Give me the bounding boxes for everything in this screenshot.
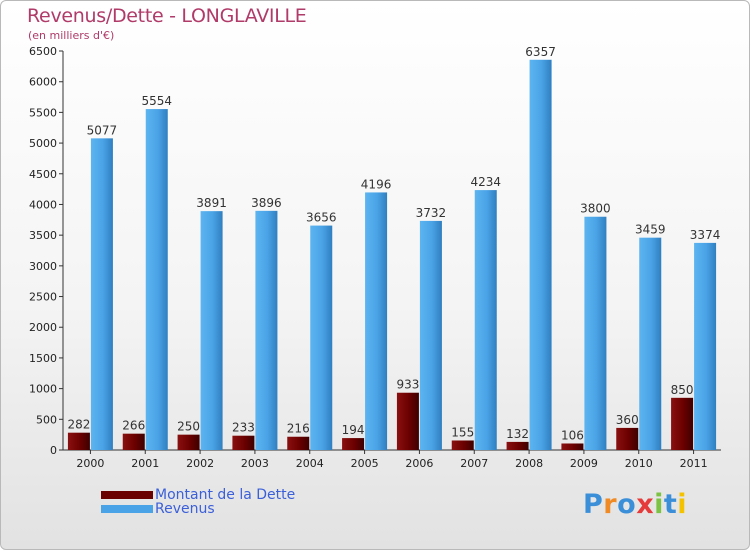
y-tick-label: 5500 (29, 106, 57, 119)
bar-revenus-2010 (639, 237, 662, 450)
y-tick-label: 4500 (29, 168, 57, 181)
bar-revenus-2000 (90, 138, 113, 450)
x-tick-label: 2000 (76, 457, 104, 470)
x-tick-label: 2004 (296, 457, 324, 470)
logo-letter: o (617, 489, 637, 520)
data-label-dette-2002: 250 (177, 420, 200, 434)
bar-dette-2001 (122, 433, 145, 450)
legend-item-revenus: Revenus (101, 501, 215, 517)
bar-dette-2003 (232, 435, 255, 450)
legend-swatch-revenus (101, 505, 153, 513)
data-label-revenus-2010: 3459 (635, 223, 666, 237)
bar-revenus-2002 (200, 211, 223, 450)
bar-revenus-2009 (584, 216, 607, 450)
data-label-dette-2004: 216 (287, 422, 310, 436)
bar-dette-2000 (67, 432, 90, 450)
bar-revenus-2003 (255, 210, 278, 450)
bar-dette-2009 (561, 443, 584, 450)
data-label-revenus-2001: 5554 (141, 94, 172, 108)
legend-label-debt: Montant de la Dette (155, 487, 296, 503)
logo-letter: P (583, 489, 604, 520)
y-tick-label: 6000 (29, 76, 57, 89)
y-tick-label: 1500 (29, 352, 57, 365)
data-label-dette-2011: 850 (671, 383, 694, 397)
x-tick-label: 2002 (186, 457, 214, 470)
x-tick-label: 2009 (570, 457, 598, 470)
x-tick-label: 2011 (680, 457, 708, 470)
data-label-revenus-2004: 3656 (306, 211, 337, 225)
y-tick-label: 2000 (29, 321, 57, 334)
logo-letter: i (677, 489, 688, 520)
data-label-revenus-2003: 3896 (251, 196, 282, 210)
data-label-revenus-2005: 4196 (361, 177, 392, 191)
y-tick-label: 1000 (29, 383, 57, 396)
logo-letter: i (654, 489, 664, 520)
logo-letter: t (663, 489, 678, 520)
y-tick-label: 6500 (29, 45, 57, 58)
y-tick-label: 3000 (29, 260, 57, 273)
data-label-revenus-2000: 5077 (87, 123, 118, 137)
proxiti-logo: Proxiti (583, 489, 687, 520)
legend-label-revenus: Revenus (155, 501, 215, 517)
legend-swatch-debt (101, 491, 153, 499)
chart-title: Revenus/Dette - LONGLAVILLE (27, 5, 307, 27)
data-label-dette-2005: 194 (342, 423, 365, 437)
data-label-revenus-2002: 3891 (196, 196, 227, 210)
bar-revenus-2007 (474, 190, 497, 450)
data-label-dette-2006: 933 (396, 378, 419, 392)
y-tick-label: 500 (36, 413, 57, 426)
data-label-revenus-2006: 3732 (416, 206, 447, 220)
data-label-dette-2009: 106 (561, 428, 584, 442)
x-tick-label: 2006 (405, 457, 433, 470)
x-tick-label: 2001 (131, 457, 159, 470)
x-tick-label: 2007 (460, 457, 488, 470)
x-tick-label: 2003 (241, 457, 269, 470)
logo-letter: r (603, 489, 618, 520)
data-label-dette-2000: 282 (67, 418, 90, 432)
data-label-revenus-2011: 3374 (690, 228, 721, 242)
bar-revenus-2001 (145, 109, 168, 450)
bar-dette-2010 (616, 427, 639, 450)
data-label-dette-2007: 155 (451, 425, 474, 439)
bar-revenus-2004 (310, 225, 333, 450)
data-label-revenus-2009: 3800 (580, 202, 611, 216)
y-tick-label: 4000 (29, 198, 57, 211)
data-label-revenus-2008: 6357 (525, 45, 556, 59)
y-tick-label: 3500 (29, 229, 57, 242)
legend-item-debt: Montant de la Dette (101, 487, 295, 503)
bar-dette-2011 (671, 397, 694, 450)
bar-revenus-2008 (529, 59, 552, 450)
bar-dette-2006 (396, 392, 419, 450)
bar-dette-2007 (451, 440, 474, 450)
data-label-dette-2008: 132 (506, 427, 529, 441)
logo-letter: x (636, 489, 655, 520)
bar-dette-2005 (342, 438, 365, 450)
y-tick-label: 0 (50, 444, 57, 457)
data-label-dette-2010: 360 (616, 413, 639, 427)
x-tick-label: 2005 (351, 457, 379, 470)
bar-dette-2008 (506, 441, 529, 450)
x-tick-label: 2010 (625, 457, 653, 470)
bar-revenus-2011 (694, 242, 717, 450)
data-label-dette-2003: 233 (232, 421, 255, 435)
y-tick-label: 5000 (29, 137, 57, 150)
bar-revenus-2005 (365, 192, 388, 450)
chart-subtitle: (en milliers d'€) (28, 29, 115, 42)
bar-revenus-2006 (419, 220, 442, 450)
bar-dette-2002 (177, 434, 200, 450)
x-tick-label: 2008 (515, 457, 543, 470)
y-tick-label: 2500 (29, 291, 57, 304)
data-label-dette-2001: 266 (122, 419, 145, 433)
bar-dette-2004 (287, 436, 310, 450)
data-label-revenus-2007: 4234 (470, 175, 501, 189)
